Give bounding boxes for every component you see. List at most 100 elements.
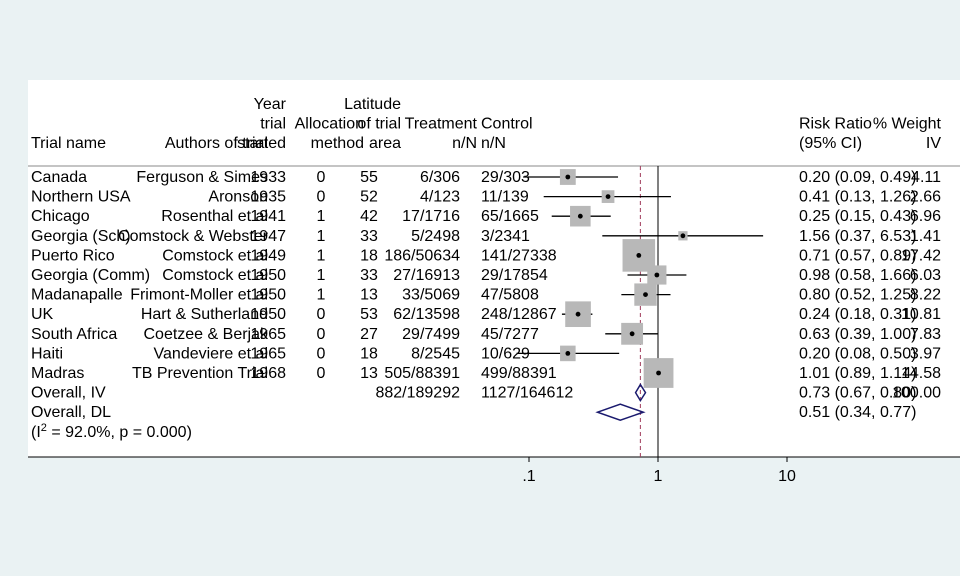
- risk-ratio-ci: 0.20 (0.08, 0.50): [799, 345, 916, 362]
- treatment-count: 62/13598: [393, 306, 460, 323]
- trial-name: Puerto Rico: [31, 247, 115, 264]
- allocation-method: 1: [317, 208, 326, 225]
- allocation-method: 0: [317, 306, 326, 323]
- control-count: 499/88391: [481, 365, 557, 382]
- point-estimate: [680, 233, 686, 239]
- trial-authors: Vandeviere et al: [154, 345, 268, 362]
- overall-diamond: [595, 403, 646, 421]
- header-treatment: Treatment: [405, 115, 478, 132]
- trial-year: 1950: [250, 306, 286, 323]
- trial-name: Chicago: [31, 208, 90, 225]
- plot-region: [28, 80, 960, 457]
- allocation-method: 0: [317, 169, 326, 186]
- treatment-count: 33/5069: [402, 287, 460, 304]
- risk-ratio-ci: 1.01 (0.89, 1.14): [799, 365, 916, 382]
- overall-weight: 100.00: [892, 385, 941, 402]
- trial-name: Canada: [31, 169, 87, 186]
- latitude: 33: [360, 267, 378, 284]
- overall-risk-ratio-ci: 0.51 (0.34, 0.77): [799, 404, 916, 421]
- header-year: started: [237, 135, 286, 152]
- weight: 6.03: [910, 267, 941, 284]
- trial-authors: Comstock et al: [162, 247, 268, 264]
- header-latitude: area: [369, 135, 401, 152]
- x-tick-label: .1: [522, 468, 535, 485]
- trial-name: Madras: [31, 365, 84, 382]
- risk-ratio-ci: 0.71 (0.57, 0.89): [799, 247, 916, 264]
- treatment-count: 8/2545: [411, 345, 460, 362]
- header-weight: % Weight: [873, 115, 942, 132]
- header-treatment: n/N: [452, 135, 477, 152]
- latitude: 13: [360, 287, 378, 304]
- trial-authors: Rosenthal et al: [161, 208, 268, 225]
- latitude: 53: [360, 306, 378, 323]
- point-estimate: [654, 272, 660, 278]
- trial-name: Haiti: [31, 345, 63, 362]
- trial-year: 1941: [250, 208, 286, 225]
- trial-name: Georgia (Comm): [31, 267, 150, 284]
- latitude: 27: [360, 326, 378, 343]
- trial-name: UK: [31, 306, 54, 323]
- treatment-count: 4/123: [420, 189, 460, 206]
- weight: 2.66: [910, 189, 941, 206]
- trial-name: Madanapalle: [31, 287, 123, 304]
- latitude: 33: [360, 228, 378, 245]
- trial-year: 1947: [250, 228, 286, 245]
- header-control: n/N: [481, 135, 506, 152]
- trial-authors: Hart & Sutherland: [141, 306, 268, 323]
- header-risk-ratio: (95% CI): [799, 135, 862, 152]
- control-count: 29/17854: [481, 267, 548, 284]
- header-latitude: of trial: [357, 115, 401, 132]
- latitude: 55: [360, 169, 378, 186]
- risk-ratio-ci: 0.41 (0.13, 1.26): [799, 189, 916, 206]
- latitude: 52: [360, 189, 378, 206]
- trial-year: 1950: [250, 267, 286, 284]
- trial-authors: Coetzee & Berjak: [143, 326, 269, 343]
- trial-year: 1965: [250, 326, 286, 343]
- trial-year: 1933: [250, 169, 286, 186]
- weight: 6.96: [910, 208, 941, 225]
- weight: 10.81: [901, 306, 941, 323]
- x-tick-label: 1: [654, 468, 663, 485]
- overall-risk-ratio-ci: 0.73 (0.67, 0.80): [799, 385, 916, 402]
- weight: 7.83: [910, 326, 941, 343]
- risk-ratio-ci: 0.98 (0.58, 1.66): [799, 267, 916, 284]
- header-allocation: method: [311, 135, 364, 152]
- point-estimate: [656, 370, 661, 376]
- point-estimate: [565, 351, 571, 356]
- weight: 14.58: [901, 365, 941, 382]
- overall-treatment: 882/189292: [375, 385, 460, 402]
- header-weight: IV: [926, 135, 941, 152]
- latitude: 42: [360, 208, 378, 225]
- risk-ratio-ci: 0.80 (0.52, 1.25): [799, 287, 916, 304]
- allocation-method: 0: [317, 189, 326, 206]
- control-count: 141/27338: [481, 247, 557, 264]
- trial-year: 1965: [250, 345, 286, 362]
- control-count: 47/5808: [481, 287, 539, 304]
- trial-authors: Aronson: [208, 189, 268, 206]
- risk-ratio-ci: 0.25 (0.15, 0.43): [799, 208, 916, 225]
- x-tick-label: 10: [778, 468, 796, 485]
- heterogeneity-text: (I2 = 92.0%, p = 0.000): [31, 422, 192, 441]
- point-estimate: [636, 253, 642, 258]
- trial-year: 1950: [250, 287, 286, 304]
- control-count: 29/303: [481, 169, 530, 186]
- point-estimate: [605, 194, 611, 200]
- header-risk-ratio: Risk Ratio: [799, 115, 872, 132]
- point-estimate: [575, 311, 581, 317]
- header-allocation: Allocation: [295, 115, 364, 132]
- risk-ratio-ci: 1.56 (0.37, 6.53): [799, 228, 916, 245]
- overall-diamond: [634, 383, 647, 403]
- treatment-count: 505/88391: [384, 365, 460, 382]
- treatment-count: 27/16913: [393, 267, 460, 284]
- trial-name: South Africa: [31, 326, 117, 343]
- treatment-count: 17/1716: [402, 208, 460, 225]
- allocation-method: 1: [317, 287, 326, 304]
- risk-ratio-ci: 0.20 (0.09, 0.49): [799, 169, 916, 186]
- control-count: 3/2341: [481, 228, 530, 245]
- trial-authors: TB Prevention Trial: [132, 365, 268, 382]
- point-estimate: [643, 292, 648, 297]
- treatment-count: 29/7499: [402, 326, 460, 343]
- trial-name: Northern USA: [31, 189, 131, 206]
- header-control: Control: [481, 115, 533, 132]
